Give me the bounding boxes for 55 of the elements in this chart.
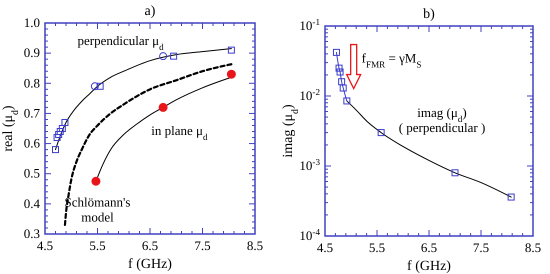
- point: [158, 102, 168, 112]
- x-tick-label: 7.5: [472, 240, 490, 255]
- line-series: [64, 62, 236, 226]
- x-tick-label: 8.5: [524, 240, 542, 255]
- y-tick-label: 0.6: [24, 136, 40, 151]
- y-tick-label: 10$^{-2}$: [299, 87, 320, 103]
- point: [343, 97, 350, 104]
- point: [226, 70, 236, 79]
- point: [332, 48, 340, 56]
- x-tick-label: 5.5: [368, 240, 386, 255]
- chart-title: b): [423, 7, 436, 22]
- y-tick-label: 0.8: [24, 75, 40, 90]
- point: [170, 52, 178, 60]
- y-tick-label: 10$^{-1}$: [299, 17, 320, 33]
- point: [61, 118, 68, 126]
- annotation: Schlömann's model: [64, 194, 130, 225]
- point: [91, 176, 100, 186]
- y-tick-label: 0.5: [24, 166, 40, 181]
- y-tick-label: 10$^{-4}$: [299, 227, 320, 243]
- annotation: f$_{FMR}$ = γM$_{S}$: [362, 50, 422, 70]
- point: [340, 84, 347, 92]
- x-tick-label: 6.5: [142, 238, 158, 253]
- x-tick-label: 4.5: [36, 238, 54, 253]
- annotation: perpendicular μ$_{d}$: [77, 33, 164, 52]
- x-tick-label: 6.5: [420, 240, 438, 255]
- y-tick-label: 0.9: [24, 45, 40, 60]
- point: [508, 194, 515, 201]
- point: [338, 78, 346, 86]
- x-axis-title: f (GHz): [407, 259, 452, 274]
- y-tick-label: 1.0: [24, 15, 40, 30]
- y-tick-label: 0.4: [24, 196, 40, 211]
- point: [52, 146, 59, 154]
- y-tick-label: 0.3: [24, 226, 40, 241]
- point: [336, 64, 343, 72]
- x-axis-title: f (GHz): [128, 257, 172, 272]
- point: [55, 131, 62, 138]
- annotation: in plane μ$_{d}$: [151, 122, 208, 142]
- x-tick-label: 7.5: [194, 238, 211, 253]
- point: [56, 128, 64, 136]
- point: [378, 129, 385, 136]
- point: [336, 68, 344, 76]
- point: [90, 82, 99, 90]
- point: [96, 82, 104, 90]
- point: [452, 169, 458, 176]
- x-tick-label: 8.5: [246, 238, 264, 253]
- point: [228, 46, 235, 54]
- point: [159, 52, 168, 60]
- annotation: imag (μ$_{d}$) ( perpendicular ): [398, 105, 486, 136]
- point: [58, 125, 66, 132]
- y-tick-label: 10$^{-3}$: [299, 157, 320, 173]
- chart-title: a): [144, 4, 156, 19]
- y-tick-label: 0.7: [24, 105, 40, 120]
- x-tick-label: 4.5: [316, 240, 334, 255]
- point: [54, 134, 61, 142]
- x-tick-label: 5.5: [89, 238, 106, 253]
